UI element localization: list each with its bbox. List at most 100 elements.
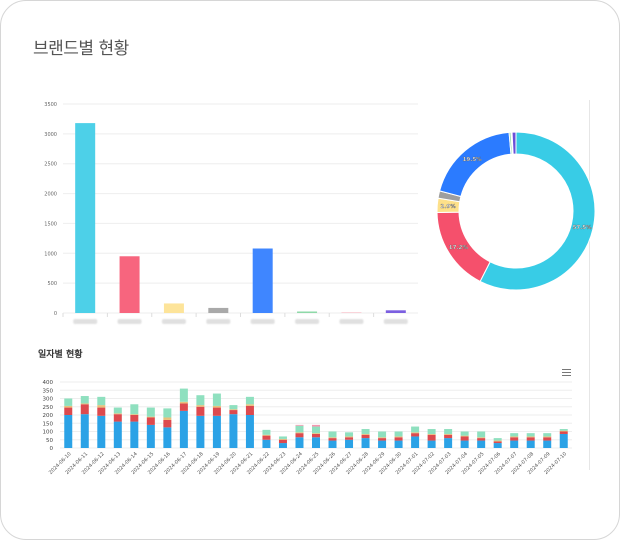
stacked-bar-segment	[262, 434, 271, 436]
stacked-bar-segment	[427, 434, 436, 441]
bar	[208, 307, 229, 313]
stacked-bar-segment	[229, 409, 238, 411]
stacked-bar-segment	[97, 396, 106, 406]
page-title: 브랜드별 현황	[33, 39, 129, 59]
stacked-bar-segment	[477, 431, 486, 438]
y-tick-label: 2500	[44, 162, 57, 168]
x-tick-label-blurred	[161, 319, 186, 324]
stacked-bar-segment	[526, 437, 535, 441]
stacked-bar-segment	[543, 440, 552, 448]
stacked-bar-segment	[229, 410, 238, 415]
bar	[163, 303, 184, 313]
stacked-bar-segment	[394, 437, 403, 441]
stacked-bar-segment	[64, 407, 73, 415]
stacked-bar-segment	[245, 396, 254, 405]
stacked-bar-segment	[411, 436, 420, 448]
stacked-bar-segment	[295, 433, 304, 438]
y-tick-label: 100	[43, 430, 54, 436]
stacked-bar-segment	[163, 408, 172, 418]
stacked-bar-segment	[345, 439, 354, 448]
stacked-bar-segment	[444, 429, 453, 434]
stacked-bar-segment	[493, 440, 502, 442]
y-tick-label: 250	[43, 405, 54, 411]
y-tick-label: 3000	[44, 132, 57, 138]
stacked-bar-segment	[345, 436, 354, 438]
bar	[341, 312, 362, 313]
donut-label: 57.5%	[573, 225, 593, 231]
stacked-bar-segment	[427, 440, 436, 448]
stacked-bar-segment	[493, 441, 502, 444]
stacked-bar-segment	[361, 433, 370, 435]
stacked-bar-segment	[196, 395, 205, 406]
stacked-bar-segment	[378, 437, 387, 439]
stacked-bar-segment	[130, 404, 139, 415]
stacked-bar-segment	[510, 433, 519, 437]
stacked-bar-segment	[411, 426, 420, 433]
bar	[252, 248, 273, 313]
stacked-bar-segment	[312, 424, 320, 427]
stacked-bar-segment	[361, 429, 370, 434]
stacked-bar-segment	[378, 440, 387, 448]
stacked-bar-segment	[510, 436, 519, 438]
bar	[75, 123, 96, 313]
stacked-bar-segment	[179, 410, 188, 448]
stacked-bar-segment	[361, 438, 370, 448]
stacked-bar-segment	[543, 433, 552, 437]
y-tick-label: 200	[43, 413, 54, 419]
stacked-bar-segment	[345, 432, 354, 437]
x-tick-label-blurred	[250, 319, 275, 324]
stacked-bar-segment	[312, 426, 320, 434]
bar	[297, 311, 318, 313]
stacked-bar-segment	[97, 405, 106, 408]
stacked-bar-segment	[245, 415, 254, 448]
stacked-bar-segment	[80, 396, 89, 404]
stacked-bar-segment	[493, 443, 502, 448]
stacked-bar-segment	[97, 407, 106, 416]
stacked-bar-segment	[245, 404, 254, 406]
stacked-bar-segment	[328, 437, 337, 439]
stacked-bar-segment	[444, 438, 453, 448]
bar	[385, 310, 406, 313]
stacked-bar-segment	[559, 433, 568, 448]
stacked-bar-segment	[212, 407, 221, 416]
stacked-bar-segment	[278, 438, 287, 440]
stacked-bar-segment	[130, 414, 139, 415]
stacked-bar-segment	[229, 414, 238, 448]
stacked-bar-segment	[361, 434, 370, 439]
y-tick-label: 3500	[44, 102, 57, 108]
stacked-bar-segment	[113, 414, 122, 422]
stacked-bar-segment	[493, 438, 502, 441]
stacked-bar-segment	[80, 404, 89, 415]
daily-section-title: 일자별 현황	[38, 350, 83, 360]
stacked-bar-segment	[345, 437, 354, 440]
stacked-bar-segment	[196, 406, 205, 416]
stacked-bar-segment	[262, 435, 271, 440]
stacked-bar-segment	[427, 429, 436, 434]
stacked-bar-segment	[113, 413, 122, 415]
stacked-bar-segment	[526, 433, 535, 437]
donut-slice	[438, 131, 512, 198]
y-tick-label: 300	[43, 397, 54, 403]
stacked-bar-segment	[229, 405, 238, 410]
stacked-bar-segment	[460, 435, 469, 437]
stacked-bar-segment	[411, 433, 420, 437]
y-tick-label: 400	[43, 380, 54, 386]
stacked-bar-segment	[163, 417, 172, 420]
stacked-bar-segment	[113, 421, 122, 448]
stacked-bar-segment	[394, 436, 403, 438]
y-tick-label: 1000	[44, 251, 57, 257]
y-tick-label: 500	[47, 281, 57, 287]
x-tick-label-blurred	[383, 319, 408, 324]
x-tick-label-blurred	[206, 319, 231, 324]
hamburger-menu-icon[interactable]	[562, 369, 571, 378]
stacked-bar-segment	[295, 437, 304, 448]
stacked-bar-segment	[295, 424, 304, 426]
stacked-bar-segment	[64, 415, 73, 448]
stacked-bar-segment	[394, 431, 403, 437]
stacked-bar-segment	[295, 425, 304, 433]
x-tick-label-blurred	[339, 319, 364, 324]
stacked-bar-segment	[196, 415, 205, 448]
stacked-bar-segment	[278, 443, 287, 448]
stacked-bar-segment	[394, 440, 403, 448]
